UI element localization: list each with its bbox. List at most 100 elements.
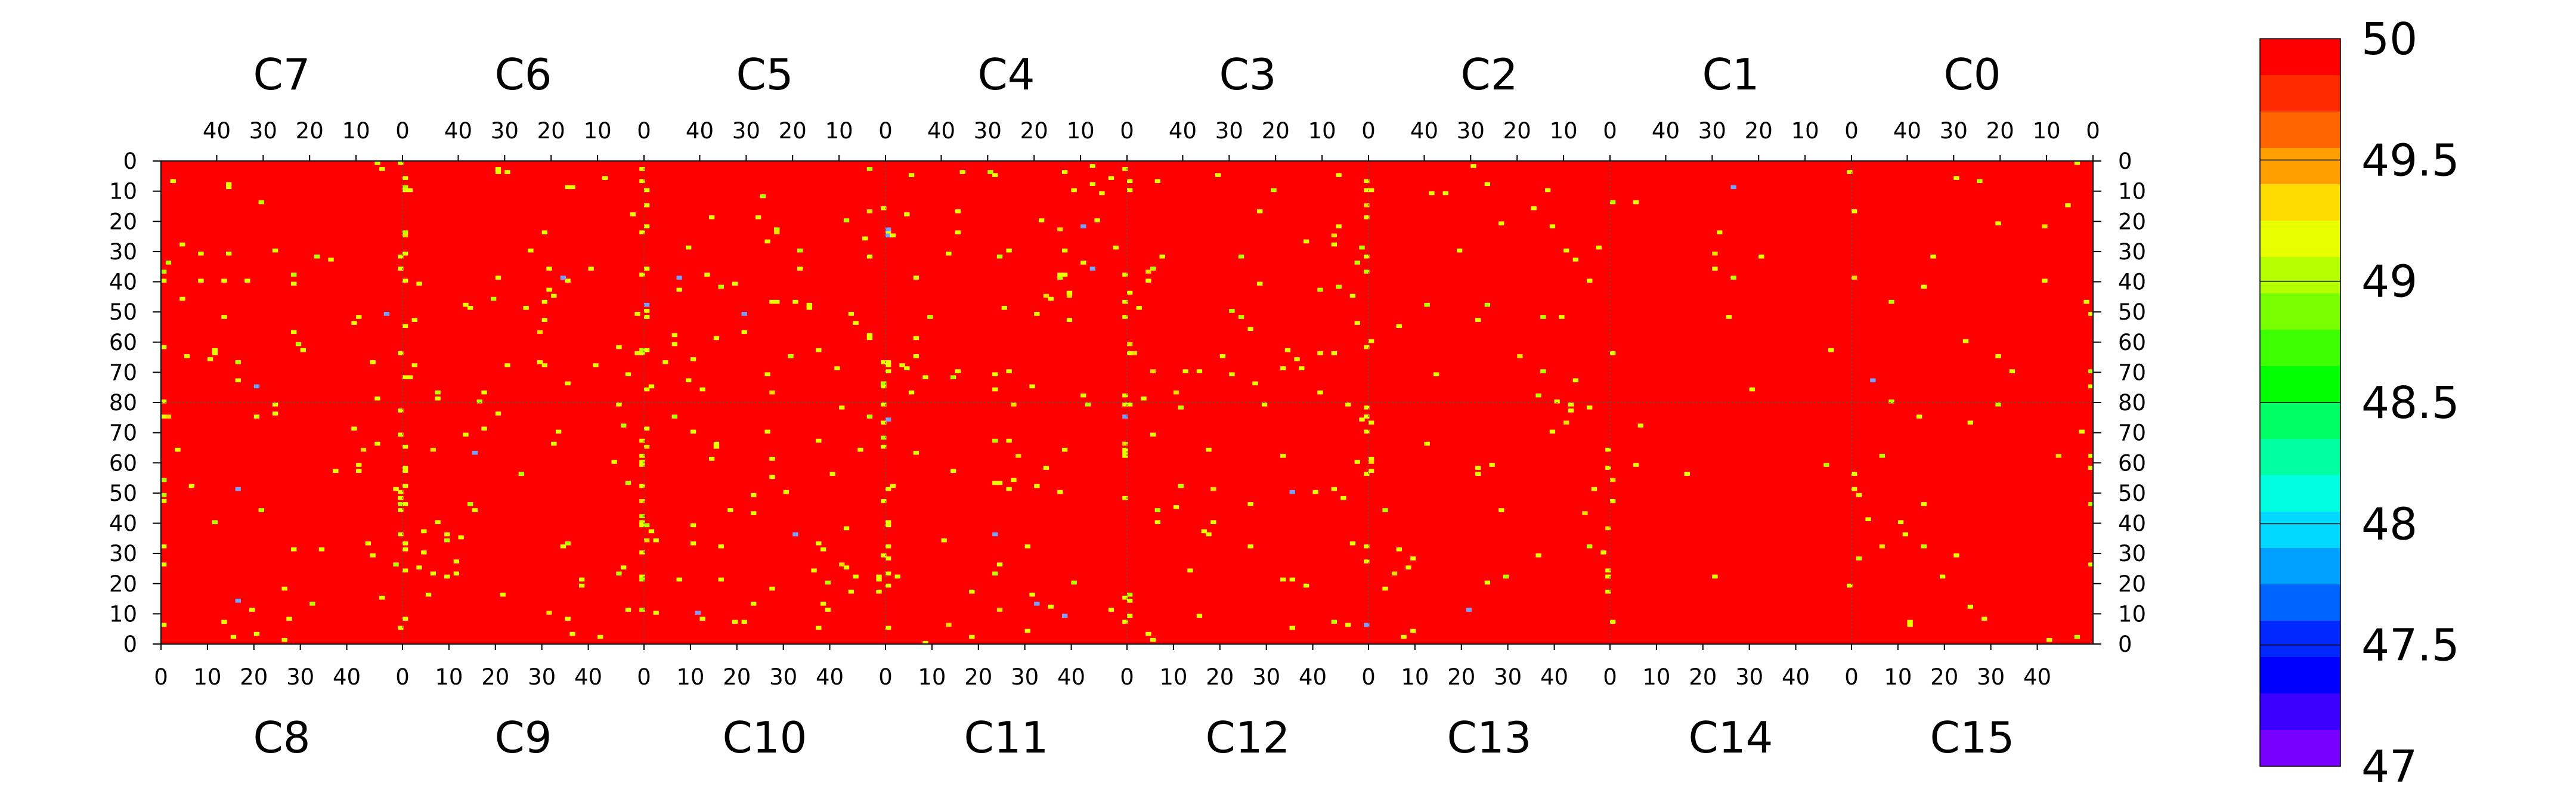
pixel-marker xyxy=(653,538,659,543)
pixel-marker xyxy=(788,354,794,358)
pixel-marker xyxy=(398,532,404,537)
pixel-marker xyxy=(258,200,264,205)
pixel-marker xyxy=(816,438,822,443)
pixel-marker xyxy=(866,336,873,340)
pixel-marker xyxy=(881,381,887,386)
pixel-marker xyxy=(1108,176,1114,180)
pixel-marker xyxy=(272,402,278,407)
pixel-marker xyxy=(1610,351,1616,355)
pixel-marker xyxy=(291,330,297,335)
pixel-marker xyxy=(1364,544,1370,549)
colorbar-segment xyxy=(2260,475,2340,512)
pixel-marker xyxy=(1730,275,1736,280)
pixel-marker xyxy=(950,469,956,473)
pixel-marker xyxy=(718,577,724,582)
pixel-marker xyxy=(221,620,227,624)
pixel-marker xyxy=(161,278,167,283)
pixel-marker xyxy=(291,273,297,277)
pixel-marker xyxy=(1331,487,1337,491)
chip-label-top: C5 xyxy=(736,49,793,100)
pixel-marker xyxy=(886,227,891,231)
pixel-marker xyxy=(1206,532,1212,537)
pixel-marker xyxy=(1888,299,1894,304)
pixel-marker xyxy=(1967,605,1973,609)
pixel-marker xyxy=(1057,275,1063,280)
y-tick-label-left: 40 xyxy=(109,511,137,537)
pixel-marker xyxy=(662,360,668,364)
pixel-marker xyxy=(913,275,919,280)
chip-grid xyxy=(161,161,2093,644)
colorbar-label: 47.5 xyxy=(2361,620,2460,671)
pixel-marker xyxy=(2088,312,2094,316)
chip-label-top: C4 xyxy=(977,49,1035,100)
chip-label-bottom: C10 xyxy=(723,713,807,763)
pixel-marker xyxy=(821,547,826,552)
pixel-marker xyxy=(2042,224,2048,228)
y-tick-label-left: 30 xyxy=(109,239,137,265)
pixel-marker xyxy=(922,640,928,645)
pixel-marker xyxy=(2074,161,2080,165)
pixel-marker xyxy=(374,441,380,446)
x-tick-label-bottom: 10 xyxy=(1642,664,1670,690)
pixel-marker xyxy=(839,562,845,566)
y-tick-label-right: 0 xyxy=(2118,148,2132,174)
pixel-marker xyxy=(356,469,362,473)
pixel-marker xyxy=(318,547,325,552)
pixel-marker xyxy=(894,574,900,579)
pixel-marker xyxy=(295,342,302,346)
pixel-marker xyxy=(1930,254,1936,259)
pixel-marker xyxy=(1382,586,1388,591)
pixel-marker xyxy=(648,529,655,534)
x-tick-label-top: 10 xyxy=(1308,118,1336,144)
x-tick-label-bottom: 10 xyxy=(676,664,704,690)
pixel-marker xyxy=(398,351,404,355)
pixel-marker xyxy=(541,318,547,322)
pixel-marker xyxy=(1229,309,1235,313)
pixel-marker xyxy=(886,360,891,364)
pixel-marker xyxy=(1852,209,1857,213)
pixel-marker xyxy=(769,390,775,395)
y-tick-label-left: 40 xyxy=(109,270,137,295)
pixel-marker xyxy=(402,469,408,473)
pixel-marker xyxy=(2083,299,2089,304)
pixel-marker xyxy=(774,227,780,231)
colorbar-segment xyxy=(2260,148,2340,185)
pixel-marker xyxy=(1127,402,1133,407)
x-tick-label-bottom: 40 xyxy=(1540,664,1568,690)
pixel-marker xyxy=(1071,188,1077,193)
y-tick-label-left: 80 xyxy=(109,390,137,416)
pixel-marker xyxy=(1034,484,1040,488)
pixel-marker xyxy=(862,236,868,241)
x-tick-label-top: 30 xyxy=(249,118,277,144)
pixel-marker xyxy=(816,541,822,546)
pixel-marker xyxy=(1568,402,1574,407)
pixel-marker xyxy=(639,351,645,355)
pixel-marker xyxy=(2088,369,2094,373)
pixel-marker xyxy=(1712,574,1718,579)
pixel-marker xyxy=(1006,487,1012,491)
pixel-marker xyxy=(825,580,831,585)
pixel-marker xyxy=(1852,487,1857,491)
pixel-marker xyxy=(1159,254,1165,259)
pixel-marker xyxy=(1962,339,1969,343)
pixel-marker xyxy=(430,571,436,576)
pixel-marker xyxy=(1981,617,1987,621)
pixel-marker xyxy=(941,538,947,543)
pixel-marker xyxy=(1563,248,1569,253)
pixel-marker xyxy=(839,405,845,410)
pixel-marker xyxy=(695,611,701,615)
pixel-marker xyxy=(718,284,724,289)
pixel-marker xyxy=(1299,366,1305,370)
pixel-marker xyxy=(2046,637,2052,642)
colorbar-segment xyxy=(2260,512,2340,549)
x-tick-label-bottom: 10 xyxy=(1884,664,1912,690)
pixel-marker xyxy=(671,333,677,338)
pixel-marker xyxy=(969,589,975,594)
pixel-marker xyxy=(1410,628,1416,633)
pixel-marker xyxy=(806,302,812,307)
pixel-marker xyxy=(221,315,227,319)
pixel-marker xyxy=(690,523,696,528)
pixel-marker xyxy=(1995,221,2001,225)
chip-label-top: C6 xyxy=(494,49,552,100)
pixel-marker xyxy=(886,626,891,630)
